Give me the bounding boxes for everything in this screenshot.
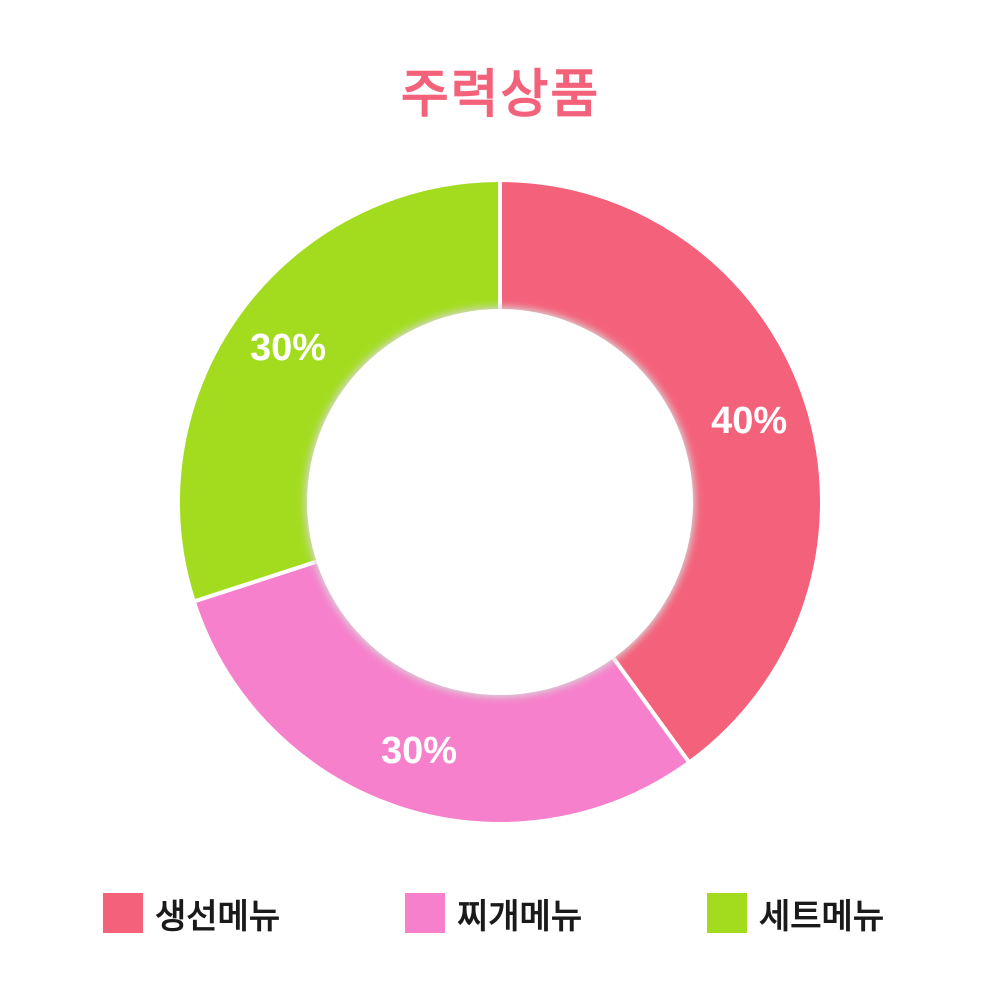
- legend-item-2: 세트메뉴: [707, 890, 885, 937]
- donut-hole: [307, 309, 693, 695]
- legend: 생선메뉴 찌개메뉴 세트메뉴: [0, 890, 1001, 940]
- slice-label-1: 30%: [381, 730, 457, 772]
- legend-item-1: 찌개메뉴: [405, 890, 583, 937]
- slice-label-2: 30%: [250, 327, 326, 369]
- legend-item-0: 생선메뉴: [103, 890, 281, 937]
- legend-label-0: 생선메뉴: [155, 896, 281, 937]
- slice-labels: 40% 30% 30%: [250, 327, 787, 772]
- slice-label-0: 40%: [711, 400, 787, 442]
- legend-swatch-2: [707, 893, 747, 933]
- chart-title: 주력상품: [400, 65, 601, 125]
- legend-swatch-0: [103, 893, 143, 933]
- legend-swatch-1: [405, 893, 445, 933]
- legend-label-2: 세트메뉴: [759, 896, 885, 937]
- legend-label-1: 찌개메뉴: [457, 896, 583, 937]
